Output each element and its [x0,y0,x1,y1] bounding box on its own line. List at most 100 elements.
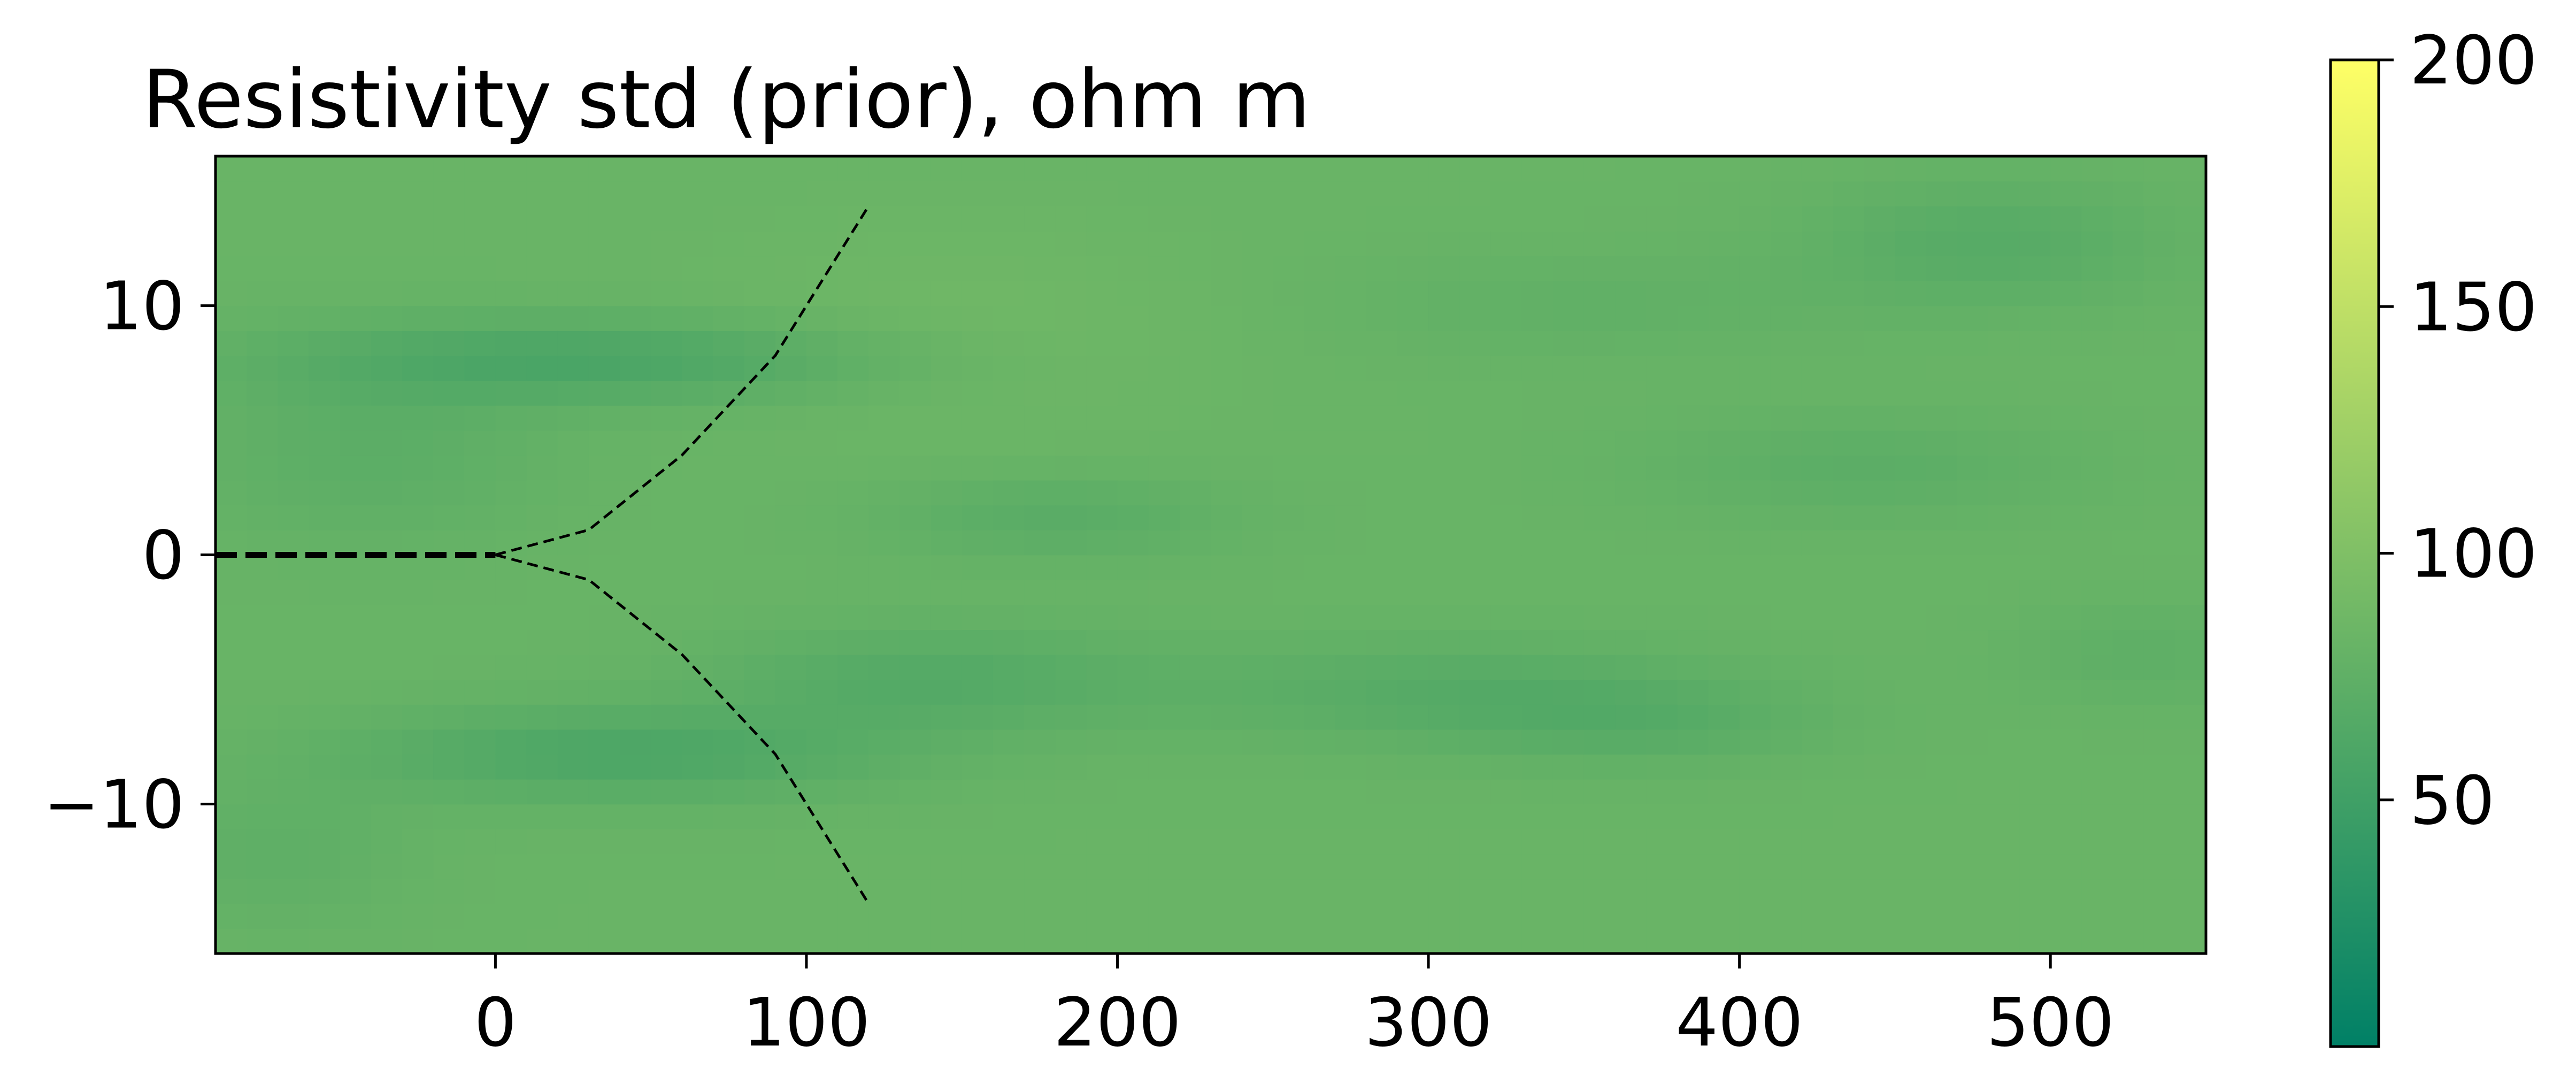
heatmap-cell [993,230,1025,257]
heatmap-cell [1304,729,1336,755]
heatmap-cell [868,305,901,331]
heatmap-cell [2143,405,2175,431]
heatmap-cell [1055,505,1087,531]
heatmap-cell [1335,355,1367,381]
heatmap-cell [620,280,651,306]
heatmap-cell [1521,355,1554,381]
heatmap-cell [1957,529,1989,556]
heatmap-cell [1366,879,1398,904]
heatmap-cell [1490,604,1522,631]
heatmap-cell [371,455,403,481]
heatmap-cell [962,854,994,880]
heatmap-cell [2112,555,2144,580]
heatmap-cell [588,529,620,556]
heatmap-cell [837,879,870,904]
heatmap-cell [806,529,838,556]
heatmap-cell [993,455,1025,481]
heatmap-cell [651,679,683,705]
heatmap-cell [1459,654,1491,680]
heatmap-cell [2112,580,2144,605]
heatmap-cell [1459,555,1491,580]
heatmap-cell [1646,380,1678,406]
heatmap-cell [2019,505,2051,531]
heatmap-cell [1242,330,1274,356]
heatmap-cell [837,206,870,232]
heatmap-cell [1646,480,1678,506]
heatmap-cell [526,580,558,605]
heatmap-cell [1366,729,1398,755]
heatmap-cell [2019,779,2051,805]
heatmap-cell [899,455,932,481]
heatmap-cell [2174,505,2206,531]
heatmap-cell [1148,804,1180,829]
heatmap-cell [2143,206,2175,232]
heatmap-cell [2112,380,2144,406]
heatmap-cell [2112,480,2144,506]
heatmap-cell [651,654,683,680]
heatmap-cell [1833,181,1865,206]
heatmap-cell [1242,505,1274,531]
heatmap-cell [837,754,870,780]
heatmap-cell [1086,629,1118,655]
heatmap-cell [1304,380,1336,406]
heatmap-cell [620,455,651,481]
heatmap-cell [247,405,279,431]
heatmap-cell [464,879,496,904]
heatmap-cell [1864,230,1896,257]
heatmap-cell [931,629,963,655]
heatmap-cell [744,903,776,929]
heatmap-cell [1335,230,1367,257]
heatmap-cell [868,779,901,805]
heatmap-cell [1615,455,1647,481]
heatmap-cell [1708,230,1740,257]
heatmap-cell [931,555,963,580]
heatmap-cell [1459,181,1491,206]
heatmap-cell [340,156,372,182]
heatmap-cell [278,754,310,780]
heatmap-cell [526,679,558,705]
heatmap-cell [1117,430,1149,456]
heatmap-cell [1397,629,1429,655]
heatmap-cell [837,181,870,206]
heatmap-cell [1397,754,1429,780]
heatmap-cell [1055,355,1087,381]
heatmap-cell [931,679,963,705]
heatmap-cell [1739,405,1771,431]
heatmap-cell [464,230,496,257]
heatmap-cell [2174,928,2206,954]
heatmap-cell [2081,430,2113,456]
heatmap-cell [1615,156,1647,182]
heatmap-cell [806,330,838,356]
heatmap-cell [1055,555,1087,580]
heatmap-cell [1521,529,1554,556]
heatmap-cell [2081,505,2113,531]
heatmap-cell [682,704,714,730]
heatmap-cell [775,754,807,780]
heatmap-cell [931,654,963,680]
heatmap-cell [2081,604,2113,631]
heatmap-cell [962,505,994,531]
heatmap-cell [1086,854,1118,880]
heatmap-cell [495,280,527,306]
heatmap-cell [495,928,527,954]
heatmap-cell [1428,405,1460,431]
heatmap-cell [1833,256,1865,281]
heatmap-cell [371,704,403,730]
heatmap-cell [1366,355,1398,381]
heatmap-cell [899,555,932,580]
heatmap-cell [682,206,714,232]
heatmap-cell [1988,928,2020,954]
heatmap-cell [1770,928,1802,954]
heatmap-cell [2019,529,2051,556]
heatmap-cell [588,629,620,655]
heatmap-cell [1739,879,1771,904]
heatmap-cell [1211,580,1242,605]
heatmap-cell [216,280,247,306]
heatmap-cell [868,156,901,182]
heatmap-cell [1273,305,1305,331]
heatmap-cell [1708,206,1740,232]
heatmap-cell [1583,405,1616,431]
heatmap-cell [1211,903,1242,929]
heatmap-cell [1864,928,1896,954]
heatmap-cell [526,654,558,680]
